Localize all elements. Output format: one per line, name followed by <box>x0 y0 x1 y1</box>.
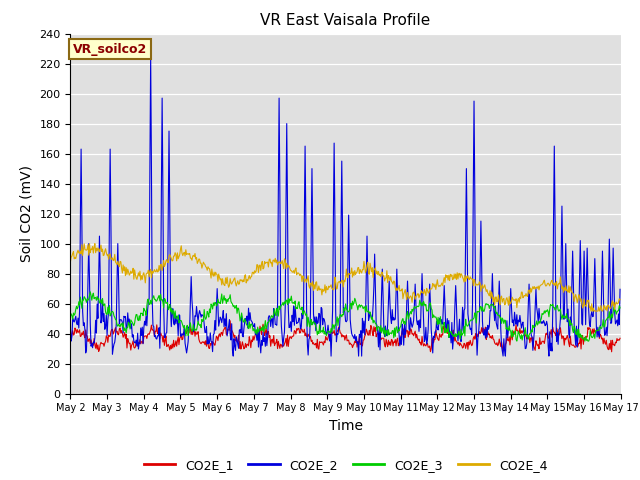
Title: VR East Vaisala Profile: VR East Vaisala Profile <box>260 13 431 28</box>
CO2E_3 <box>189 322 197 327</box>
CO2E_3 <box>429 315 436 321</box>
CO2E_1 <box>616 336 624 341</box>
CO2E_4 <box>189 252 197 258</box>
Line: CO2E_2: CO2E_2 <box>70 56 620 356</box>
CO2E_4 <box>134 273 141 279</box>
Line: CO2E_1: CO2E_1 <box>70 321 620 352</box>
CO2E_4 <box>413 293 420 299</box>
CO2E_2 <box>429 334 437 339</box>
CO2E_1 <box>67 334 74 339</box>
Y-axis label: Soil CO2 (mV): Soil CO2 (mV) <box>20 165 34 262</box>
CO2E_2 <box>133 343 141 349</box>
CO2E_3 <box>616 305 624 311</box>
CO2E_2 <box>229 353 237 359</box>
Line: CO2E_3: CO2E_3 <box>70 292 620 341</box>
X-axis label: Time: Time <box>328 419 363 433</box>
CO2E_1 <box>608 349 616 355</box>
CO2E_2 <box>189 329 197 335</box>
CO2E_1 <box>218 330 226 336</box>
CO2E_3 <box>219 300 227 306</box>
Text: VR_soilco2: VR_soilco2 <box>73 43 147 56</box>
CO2E_3 <box>413 304 420 310</box>
CO2E_1 <box>227 318 234 324</box>
CO2E_4 <box>219 276 227 282</box>
CO2E_1 <box>189 332 196 337</box>
CO2E_4 <box>616 297 624 302</box>
CO2E_3 <box>77 294 84 300</box>
CO2E_4 <box>77 249 84 254</box>
CO2E_2 <box>77 220 84 226</box>
CO2E_3 <box>67 313 74 319</box>
CO2E_4 <box>429 281 436 287</box>
CO2E_1 <box>429 335 436 341</box>
CO2E_2 <box>616 287 624 292</box>
CO2E_1 <box>77 334 84 339</box>
CO2E_3 <box>513 338 521 344</box>
CO2E_2 <box>219 314 227 320</box>
CO2E_4 <box>587 308 595 314</box>
CO2E_1 <box>133 341 141 347</box>
Legend: CO2E_1, CO2E_2, CO2E_3, CO2E_4: CO2E_1, CO2E_2, CO2E_3, CO2E_4 <box>139 454 552 477</box>
CO2E_2 <box>67 325 74 331</box>
CO2E_1 <box>413 331 420 337</box>
CO2E_4 <box>67 259 74 265</box>
CO2E_2 <box>413 322 421 327</box>
CO2E_3 <box>134 317 141 323</box>
CO2E_2 <box>147 53 154 59</box>
CO2E_4 <box>91 240 99 247</box>
Line: CO2E_4: CO2E_4 <box>70 243 620 311</box>
CO2E_3 <box>86 289 94 295</box>
